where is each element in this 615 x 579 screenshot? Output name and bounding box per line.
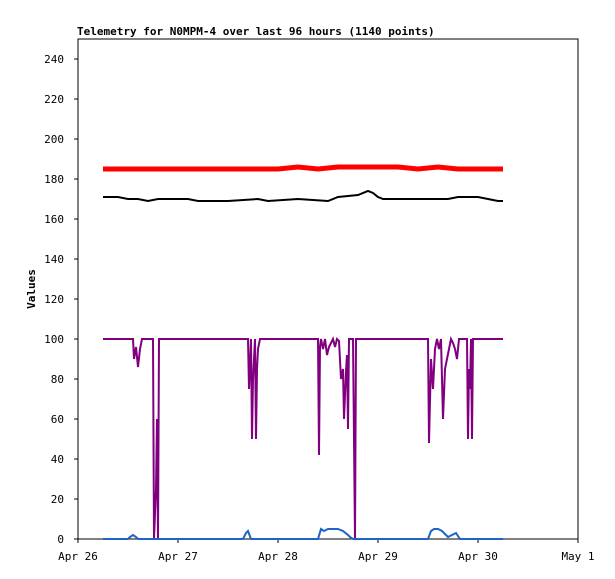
y-tick-label: 60 bbox=[51, 413, 64, 426]
y-tick-label: 200 bbox=[44, 133, 64, 146]
y-tick-label: 180 bbox=[44, 173, 64, 186]
y-tick-label: 80 bbox=[51, 373, 64, 386]
y-tick-label: 0 bbox=[57, 533, 64, 546]
y-tick-label: 40 bbox=[51, 453, 64, 466]
series-line bbox=[103, 335, 503, 540]
y-axis: 0 20 40 60 80 100 120 140 160 180 200 220 240 bbox=[44, 53, 78, 546]
series-line bbox=[103, 527, 503, 540]
y-tick-label: 120 bbox=[44, 293, 64, 306]
y-axis-label: Values bbox=[25, 269, 38, 309]
x-tick-label: Apr 27 bbox=[158, 550, 198, 563]
y-tick-label: 220 bbox=[44, 93, 64, 106]
series-line bbox=[103, 189, 503, 203]
y-tick-label: 240 bbox=[44, 53, 64, 66]
x-axis: Apr 26 Apr 27 Apr 28 Apr 29 Apr 30 May 1 bbox=[58, 539, 595, 563]
y-tick-label: 100 bbox=[44, 333, 64, 346]
series-line bbox=[103, 164, 503, 172]
x-tick-label: Apr 30 bbox=[458, 550, 498, 563]
x-tick-label: Apr 26 bbox=[58, 550, 98, 563]
y-tick-label: 140 bbox=[44, 253, 64, 266]
y-tick-label: 20 bbox=[51, 493, 64, 506]
x-tick-label: Apr 29 bbox=[358, 550, 398, 563]
y-tick-label: 160 bbox=[44, 213, 64, 226]
series-layer bbox=[103, 164, 503, 540]
chart-title: Telemetry for N0MPM-4 over last 96 hours… bbox=[77, 25, 435, 38]
x-tick-label: May 1 bbox=[561, 550, 594, 563]
plot-area bbox=[77, 38, 579, 540]
x-tick-label: Apr 28 bbox=[258, 550, 298, 563]
